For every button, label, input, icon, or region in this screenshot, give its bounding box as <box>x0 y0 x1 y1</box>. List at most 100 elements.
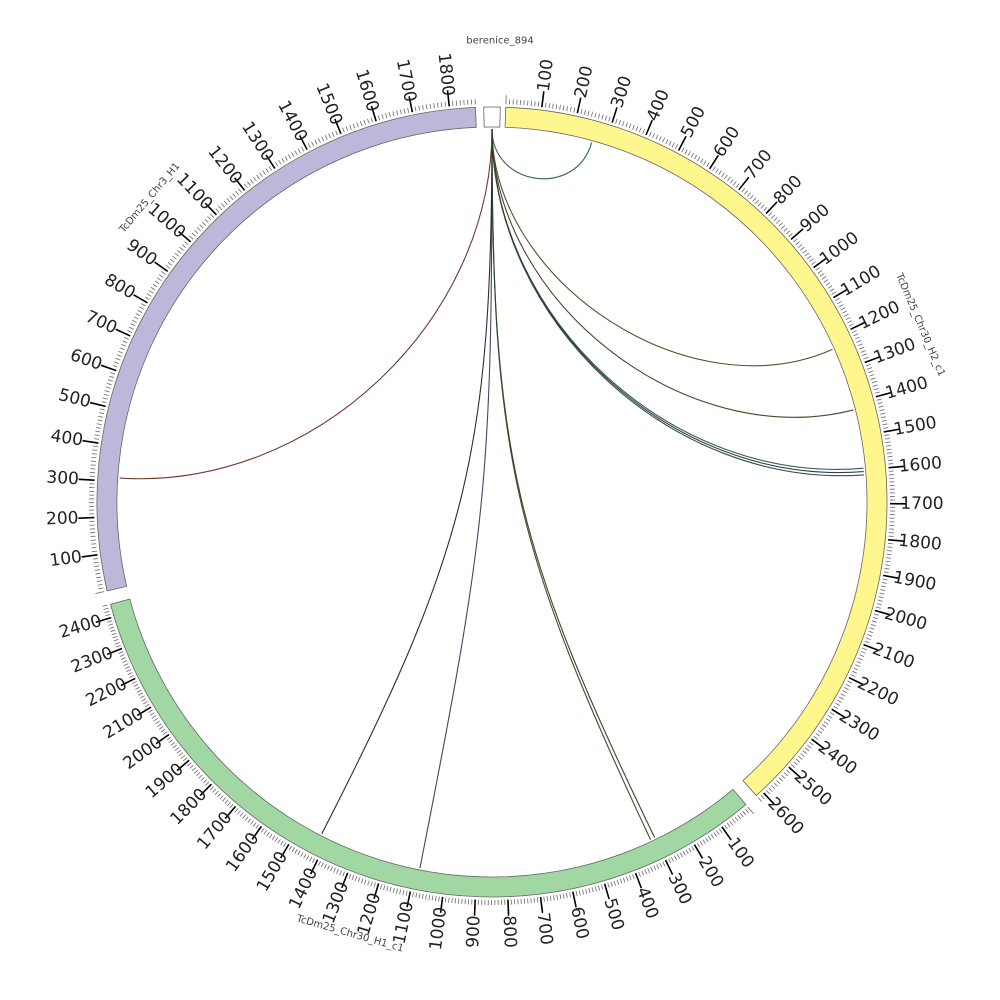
tick-label: 500 <box>599 896 627 933</box>
major-tick <box>204 202 217 216</box>
tick-label: 100 <box>534 58 558 93</box>
major-tick <box>265 154 276 169</box>
major-tick <box>883 574 900 580</box>
major-tick <box>115 328 131 337</box>
ideogram-band-purple <box>96 106 477 592</box>
major-tick <box>721 826 732 841</box>
tick-label: 1200 <box>856 297 904 334</box>
tick-label: 2600 <box>763 794 807 839</box>
tick-label: 2100 <box>870 639 918 673</box>
tick-label: 2100 <box>100 704 147 743</box>
tick-label: 1600 <box>351 67 383 114</box>
major-tick <box>251 825 263 840</box>
major-tick <box>864 356 881 364</box>
major-tick <box>133 294 148 304</box>
major-tick <box>298 135 308 150</box>
segment-berenice <box>483 106 501 128</box>
major-tick <box>888 465 905 469</box>
major-tick <box>341 872 349 889</box>
major-tick <box>334 118 342 135</box>
tick-label: 200 <box>46 508 79 529</box>
major-tick <box>446 90 451 107</box>
tick-label: 2400 <box>814 737 861 779</box>
tick-label: 1700 <box>193 808 236 854</box>
major-tick <box>875 391 892 398</box>
ideogram-band-green <box>109 598 747 898</box>
major-tick <box>154 261 169 273</box>
link-yellow-1420 <box>491 128 854 418</box>
tick-label: 600 <box>566 905 592 941</box>
major-tick <box>78 478 95 482</box>
link-green-315 <box>491 128 652 840</box>
tick-label: 2000 <box>120 732 167 774</box>
major-tick <box>406 891 412 908</box>
major-tick <box>309 859 319 875</box>
tick-label: 1200 <box>203 142 246 188</box>
tick-label: 200 <box>694 853 728 891</box>
tick-label: 2500 <box>790 767 836 811</box>
major-tick <box>408 96 414 113</box>
tick-label: 2400 <box>57 611 104 643</box>
tick-label: 900 <box>123 235 161 270</box>
major-tick <box>833 288 848 299</box>
major-tick <box>439 896 444 913</box>
tick-label: 1400 <box>883 373 930 404</box>
tick-label: 800 <box>101 270 139 304</box>
major-tick <box>82 439 99 444</box>
tick-label: 1600 <box>898 453 943 477</box>
tick-label: 300 <box>46 468 79 490</box>
tick-label: 600 <box>67 345 104 375</box>
tick-label: 300 <box>663 870 695 908</box>
links-layer <box>119 128 865 869</box>
major-tick <box>611 107 618 123</box>
link-yellow-1230 <box>491 128 833 367</box>
tick-label: 1800 <box>434 52 459 97</box>
major-tick <box>507 899 510 916</box>
tick-label: 1900 <box>892 567 938 595</box>
ideogram-band-yellow <box>504 106 888 797</box>
tick-label: 100 <box>48 547 83 571</box>
major-tick <box>539 896 544 914</box>
tick-label: 1400 <box>273 97 311 145</box>
tick-label: 1700 <box>900 494 943 514</box>
major-tick <box>279 843 290 859</box>
major-tick <box>576 97 582 114</box>
tick-label: 1500 <box>892 413 938 440</box>
major-tick <box>572 891 577 908</box>
major-tick <box>738 176 750 191</box>
tick-label: 400 <box>632 884 662 921</box>
major-tick <box>765 201 778 214</box>
tick-label: 1300 <box>871 334 919 368</box>
tick-marks-yellow <box>505 95 900 802</box>
segment-label-yellow: TcDm25_Chr30_H2_c1 <box>893 271 947 378</box>
tick-label: 900 <box>796 200 834 236</box>
major-tick <box>863 643 879 652</box>
tick-label: 1300 <box>319 879 353 927</box>
major-tick <box>708 154 720 170</box>
major-tick <box>155 733 170 745</box>
tick-label: 2300 <box>835 706 882 746</box>
tick-label: 800 <box>499 915 520 948</box>
tick-label: 1100 <box>837 261 884 300</box>
major-tick <box>178 230 192 243</box>
tick-label: 100 <box>723 834 758 872</box>
link-yellow-1615 <box>491 128 865 477</box>
major-tick <box>373 883 380 900</box>
major-tick <box>473 899 477 916</box>
tick-label: 1100 <box>390 900 418 946</box>
major-tick <box>78 516 95 519</box>
major-tick <box>89 401 106 408</box>
tick-label: 2300 <box>68 643 116 678</box>
major-tick <box>95 616 112 624</box>
tick-label: 700 <box>741 146 777 184</box>
tick-label: 500 <box>677 103 710 141</box>
tick-label: 700 <box>533 911 557 946</box>
major-tick <box>813 257 828 269</box>
tick-label: 1600 <box>222 829 263 876</box>
tick-label: 900 <box>463 915 484 948</box>
ideogram-band-berenice <box>483 106 501 128</box>
tick-label: 2200 <box>854 673 902 710</box>
major-tick <box>233 177 246 191</box>
major-tick <box>370 105 377 122</box>
